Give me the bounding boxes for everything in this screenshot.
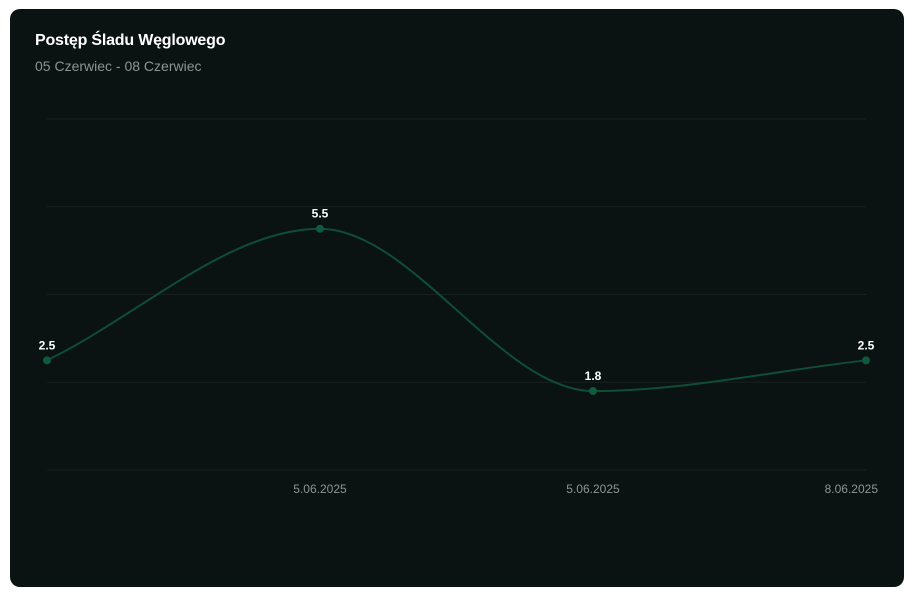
data-point[interactable] [43,356,51,365]
chart-card: Postęp Śladu Węglowego 05 Czerwiec - 08 … [10,9,904,587]
line-chart: 2.5 5.5 1.8 2.5 5.06.2025 5.06.2025 8.06.2025 [39,118,878,496]
x-tick-label: 5.06.2025 [293,482,347,496]
data-labels: 2.5 5.5 1.8 2.5 [39,207,875,383]
grid-lines [47,118,866,471]
data-label: 1.8 [585,369,602,383]
chart-title: Postęp Śladu Węglowego [35,32,226,49]
series-line [46,227,867,393]
data-points [43,224,870,396]
data-point[interactable] [316,224,324,233]
chart-subtitle: 05 Czerwiec - 08 Czerwiec [35,58,202,74]
x-tick-label: 8.06.2025 [825,482,879,496]
data-point[interactable] [589,387,597,396]
x-axis-ticks: 5.06.2025 5.06.2025 8.06.2025 [293,482,878,496]
data-label: 2.5 [858,338,875,352]
x-tick-label: 5.06.2025 [566,482,620,496]
data-label: 2.5 [39,338,56,352]
data-label: 5.5 [312,207,329,221]
data-point[interactable] [862,356,870,365]
